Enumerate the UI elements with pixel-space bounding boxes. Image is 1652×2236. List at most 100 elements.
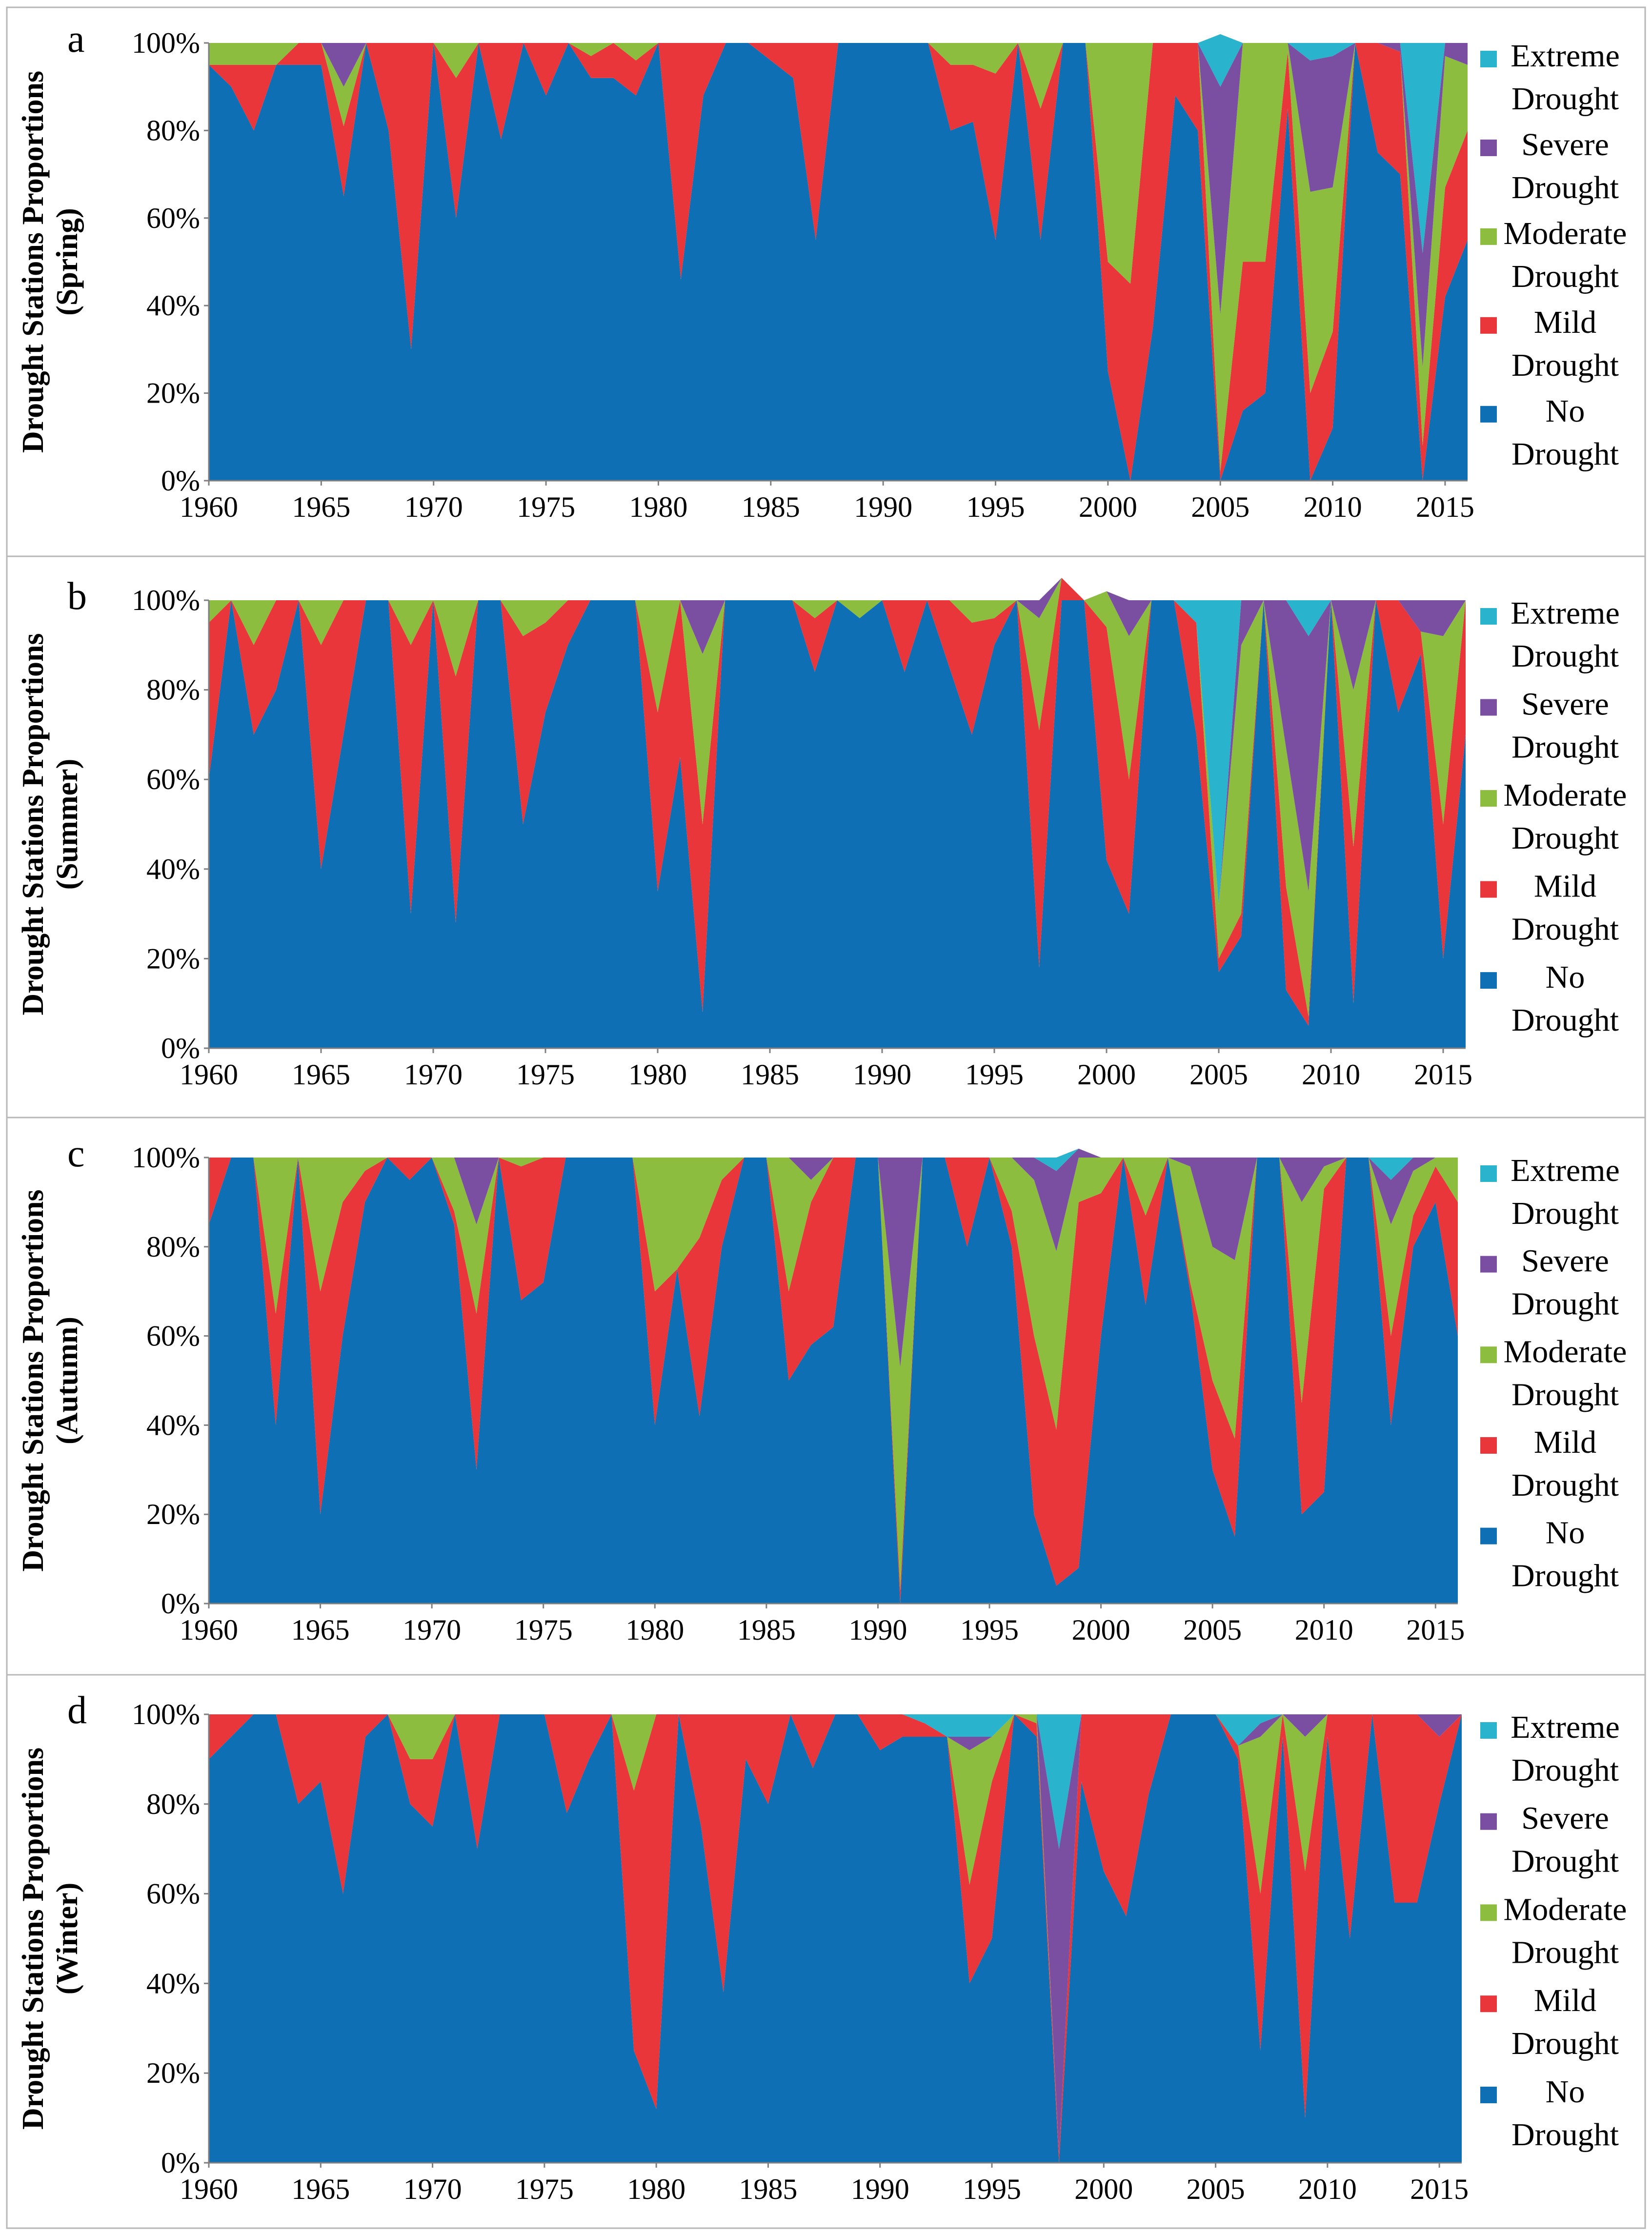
x-tick-label: 1965 — [292, 1058, 350, 1091]
y-tick-label: 80% — [146, 1788, 200, 1820]
x-tick-label: 1960 — [180, 1058, 238, 1091]
legend-item-extreme: Extreme Drought — [1480, 38, 1620, 117]
x-tick-label: 1995 — [965, 1058, 1024, 1091]
x-tick-label: 1960 — [180, 491, 238, 523]
legend-label: Extreme — [1511, 38, 1620, 74]
legend-label-line2: Drought — [1511, 1377, 1619, 1412]
legend-swatch — [1480, 1813, 1497, 1830]
y-tick-label: 40% — [146, 1967, 200, 1999]
legend-item-no: No Drought — [1480, 393, 1619, 472]
legend-item-mild: Mild Drought — [1480, 869, 1619, 947]
y-tick-label: 0% — [161, 465, 200, 497]
legend-label-line2: Drought — [1511, 2117, 1619, 2153]
legend-swatch — [1480, 1346, 1497, 1363]
x-tick-label: 1985 — [742, 491, 800, 523]
legend-label-line2: Drought — [1511, 1467, 1619, 1503]
panel-letter: d — [67, 1689, 87, 1732]
x-tick-label: 1965 — [292, 491, 350, 523]
legend-swatch — [1480, 317, 1497, 334]
legend-item-severe: Severe Drought — [1480, 687, 1619, 765]
y-tick-label: 0% — [161, 1587, 200, 1620]
legend-swatch — [1480, 699, 1497, 716]
area-no-drought — [209, 600, 1466, 1048]
area-mild-drought — [209, 43, 1468, 481]
legend-label-line2: Drought — [1511, 170, 1619, 205]
area-no-drought — [209, 1714, 1462, 2163]
x-tick-label: 2000 — [1077, 1058, 1136, 1091]
y-axis-title: Drought Stations Proportions — [17, 1748, 50, 2130]
legend-label-line2: Drought — [1511, 2026, 1619, 2061]
y-tick-label: 20% — [146, 2057, 200, 2089]
x-tick-label: 1980 — [629, 491, 687, 523]
legend-swatch — [1480, 406, 1497, 423]
x-tick-label: 1975 — [516, 1058, 575, 1091]
x-tick-label: 1970 — [403, 1614, 461, 1646]
legend-label: No — [1546, 1515, 1585, 1551]
x-tick-label: 1960 — [180, 1614, 238, 1646]
legend-label-line2: Drought — [1511, 1286, 1619, 1322]
panel-letter: b — [67, 575, 87, 618]
legend-label-line2: Drought — [1511, 1844, 1619, 1879]
panel-letter: a — [67, 18, 85, 61]
y-axis-subtitle: (Spring) — [51, 208, 84, 315]
legend-label-line2: Drought — [1511, 638, 1619, 674]
x-tick-label: 2015 — [1416, 491, 1474, 523]
x-tick-label: 1965 — [291, 2173, 350, 2205]
legend-label-line2: Drought — [1511, 436, 1619, 472]
x-tick-label: 2010 — [1304, 491, 1362, 523]
area-moderate-drought — [209, 1158, 1458, 1590]
x-tick-label: 1990 — [854, 491, 912, 523]
legend-label: Extreme — [1511, 1709, 1620, 1745]
y-tick-label: 80% — [146, 114, 200, 146]
legend-label-line2: Drought — [1511, 730, 1619, 765]
y-tick-label: 40% — [146, 1409, 200, 1441]
legend-label: Severe — [1521, 127, 1609, 163]
x-tick-label: 1985 — [739, 2173, 797, 2205]
y-axis-title: Drought Stations Proportions — [17, 1189, 50, 1571]
area-mild-drought — [209, 1714, 1462, 2163]
y-tick-label: 80% — [146, 674, 200, 706]
x-tick-label: 1980 — [625, 1614, 684, 1646]
legend-swatch — [1480, 1904, 1497, 1921]
x-tick-label: 1965 — [291, 1614, 350, 1646]
legend-item-moderate: Moderate Drought — [1480, 1334, 1627, 1412]
legend-label: Mild — [1534, 1983, 1596, 2018]
legend-label-line2: Drought — [1511, 259, 1619, 294]
panel-b: 0% 20% 40% 60% 80% 100% 1960 1965 1970 1975 1980 19… — [7, 555, 1645, 1091]
legend-item-mild: Mild Drought — [1480, 1424, 1619, 1503]
legend-label-line2: Drought — [1511, 1558, 1619, 1594]
area-severe-drought — [209, 43, 1468, 367]
x-tick-label: 1985 — [737, 1614, 796, 1646]
legend-swatch — [1480, 1256, 1497, 1273]
y-tick-label: 0% — [161, 1032, 200, 1064]
area-mild-drought — [209, 1158, 1458, 1604]
x-tick-label: 1970 — [403, 2173, 462, 2205]
x-tick-label: 1990 — [853, 1058, 911, 1091]
y-tick-label: 100% — [132, 1698, 200, 1730]
y-tick-label: 60% — [146, 763, 200, 795]
x-tick-label: 2005 — [1189, 1058, 1248, 1091]
legend-label: Moderate — [1504, 1891, 1627, 1927]
panel-a: 0% 20% 40% 60% 80% 100% 1960 1965 1970 1975 1980 19… — [17, 18, 1627, 523]
area-no-drought — [209, 1158, 1458, 1604]
legend-label: Moderate — [1504, 216, 1627, 251]
x-tick-label: 1970 — [404, 491, 463, 523]
x-tick-label: 1975 — [514, 1614, 573, 1646]
legend-label: Extreme — [1511, 595, 1620, 631]
legend-label: No — [1546, 959, 1585, 995]
legend-item-severe: Severe Drought — [1480, 1801, 1619, 1879]
legend-swatch — [1480, 1527, 1497, 1545]
legend-item-mild: Mild Drought — [1480, 1983, 1619, 2061]
legend-item-no: No Drought — [1480, 959, 1619, 1038]
y-axis-title: Drought Stations Proportions — [17, 633, 50, 1015]
legend-label-line2: Drought — [1511, 1934, 1619, 1970]
y-tick-label: 20% — [146, 1498, 200, 1530]
legend-swatch — [1480, 2086, 1497, 2103]
legend-item-extreme: Extreme Drought — [1480, 595, 1620, 674]
legend-label: Severe — [1521, 1801, 1609, 1836]
y-axis-title: Drought Stations Proportions — [17, 71, 50, 453]
legend-swatch — [1480, 1995, 1497, 2012]
legend-item-moderate: Moderate Drought — [1480, 1891, 1627, 1970]
legend-label: Severe — [1521, 1243, 1609, 1279]
legend-swatch — [1480, 881, 1497, 898]
